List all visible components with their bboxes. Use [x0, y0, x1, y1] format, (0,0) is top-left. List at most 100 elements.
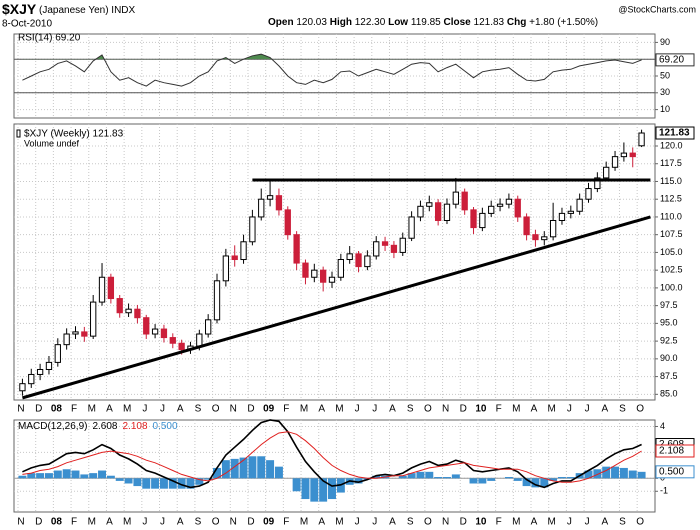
candle-body [19, 383, 26, 392]
x-tick-label: M [88, 404, 96, 415]
x-tick-label: A [601, 517, 608, 528]
x-tick-label: A [601, 404, 608, 415]
candle-body [603, 166, 610, 179]
candle-body [523, 216, 530, 236]
candle-body [72, 331, 79, 335]
histogram-bar [266, 460, 275, 479]
histogram-bar [593, 469, 602, 479]
x-tick-label: F [496, 404, 502, 415]
x-tick-label: O [424, 404, 432, 415]
histogram-bar [425, 471, 434, 479]
histogram-bar [142, 478, 151, 489]
x-tick-label: A [389, 517, 396, 528]
candle-body [328, 276, 336, 283]
x-tick-label: 09 [263, 517, 275, 528]
last-value-box [655, 465, 695, 479]
x-tick-label: D [247, 517, 254, 528]
histogram-bar [443, 477, 451, 479]
candle-body [576, 198, 583, 212]
histogram-bar [522, 478, 531, 487]
y-tick-label: 30 [660, 87, 670, 97]
y-tick-label: 110.0 [660, 211, 682, 221]
rsi-line [22, 53, 642, 87]
x-tick-label: A [389, 404, 396, 415]
last-value-label: 69.20 [659, 55, 684, 66]
candle-body [373, 241, 380, 257]
panel-title: RSI(14) 69.20 [18, 33, 81, 44]
quote-value: 119.85 [411, 17, 441, 28]
candle-body [479, 212, 486, 229]
x-tick-label: A [106, 404, 113, 415]
histogram-bar [27, 473, 36, 479]
histogram-bar [186, 478, 195, 489]
x-tick-label: O [212, 404, 220, 415]
histogram-bar [557, 477, 566, 479]
panel-title: $XJY (Weekly) 121.83 [24, 129, 124, 140]
y-tick-label: 97.5 [660, 300, 678, 310]
candle-body [381, 241, 389, 246]
candle-body [443, 203, 451, 221]
x-tick-label: M [123, 517, 131, 528]
x-tick-label: J [142, 404, 147, 415]
x-tick-label: M [123, 404, 131, 415]
candle-body [45, 361, 53, 370]
x-tick-label: O [424, 517, 432, 528]
histogram-bar [44, 473, 53, 479]
x-tick-label: A [318, 404, 325, 415]
legend-icon [16, 129, 21, 138]
candle-body [28, 373, 35, 385]
candle-body [408, 216, 415, 239]
macd-line [22, 431, 642, 483]
y-tick-label: 85.0 [660, 389, 678, 399]
legend-value: 2.108 [123, 421, 148, 432]
x-tick-label: J [355, 404, 360, 415]
candle-body [488, 205, 495, 214]
histogram-bar [451, 474, 460, 479]
x-tick-label: A [177, 404, 184, 415]
histogram-bar [18, 475, 27, 479]
last-value-box [655, 126, 695, 140]
histogram-bar [106, 475, 115, 479]
candle-body [213, 280, 221, 321]
candle-body [390, 244, 398, 253]
x-tick-label: D [460, 517, 467, 528]
histogram-bar [274, 466, 283, 479]
candle-body [54, 344, 61, 363]
x-tick-label: N [230, 517, 237, 528]
x-tick-label: D [247, 404, 254, 415]
histogram-bar [248, 456, 257, 479]
last-value-label: 2.108 [659, 446, 684, 457]
x-tick-label: F [496, 517, 502, 528]
x-tick-label: 10 [475, 404, 487, 415]
x-tick-label: D [35, 517, 42, 528]
y-tick-label: -1 [660, 486, 668, 496]
quote-value: 122.30 [355, 17, 386, 28]
legend-value: 2.608 [92, 421, 117, 432]
candle-body [293, 234, 300, 264]
histogram-bar [531, 478, 540, 488]
legend-value: 0.500 [153, 421, 178, 432]
candle-body [143, 317, 150, 335]
histogram-bar [53, 470, 62, 479]
panel-title-group: MACD(12,26,9) 2.608 2.108 0.500 [18, 421, 178, 432]
histogram-bar [71, 470, 80, 479]
candle-body [337, 259, 344, 278]
histogram-bar [628, 470, 637, 479]
last-value-box [655, 444, 695, 458]
candle-body [594, 177, 601, 190]
histogram-bar [310, 478, 319, 502]
y-tick-label: 4 [660, 421, 665, 431]
x-tick-label: A [177, 517, 184, 528]
y-tick-label: 95.0 [660, 318, 678, 328]
x-tick-label: M [88, 517, 96, 528]
candle-body [116, 298, 123, 314]
y-tick-label: 105.0 [660, 247, 683, 257]
candle-body [134, 308, 141, 319]
credit: @StockCharts.com [618, 4, 696, 14]
candle-body [98, 276, 106, 303]
candle-body [151, 328, 159, 335]
x-tick-label: J [567, 517, 572, 528]
x-tick-label: M [512, 517, 520, 528]
histogram-bar [319, 478, 328, 502]
